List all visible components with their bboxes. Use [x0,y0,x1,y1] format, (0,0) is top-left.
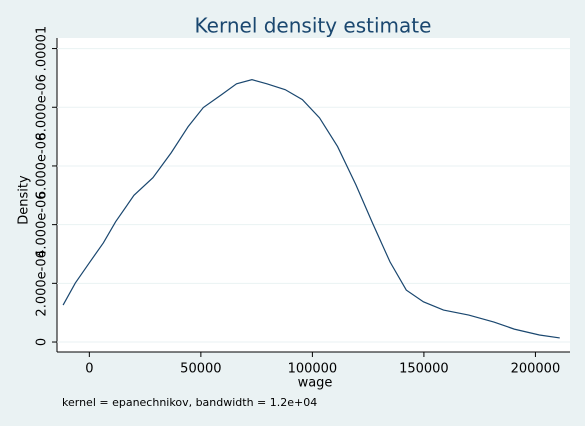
x-tick-label: 100000 [288,362,338,377]
y-tick-label: 8.000e-06 [35,74,50,140]
x-axis-label: wage [298,376,333,391]
x-tick-label: 150000 [399,362,449,377]
x-tick-label: 0 [85,362,93,377]
density-line [62,79,560,339]
x-tick-label: 200000 [511,362,561,377]
x-tick-label: 50000 [180,362,221,377]
chart-title: Kernel density estimate [195,14,432,38]
note: kernel = epanechnikov, bandwidth = 1.2e+… [62,396,317,409]
y-tick-label: 0 [35,338,50,346]
y-tick-label: .00001 [35,26,50,71]
y-tick-label: 2.000e-06 [35,250,50,316]
y-axis-label: Density [17,175,32,225]
y-tick-label: 4.000e-06 [35,191,50,257]
plot-area [57,38,570,352]
y-tick-label: 6.000e-06 [35,133,50,199]
